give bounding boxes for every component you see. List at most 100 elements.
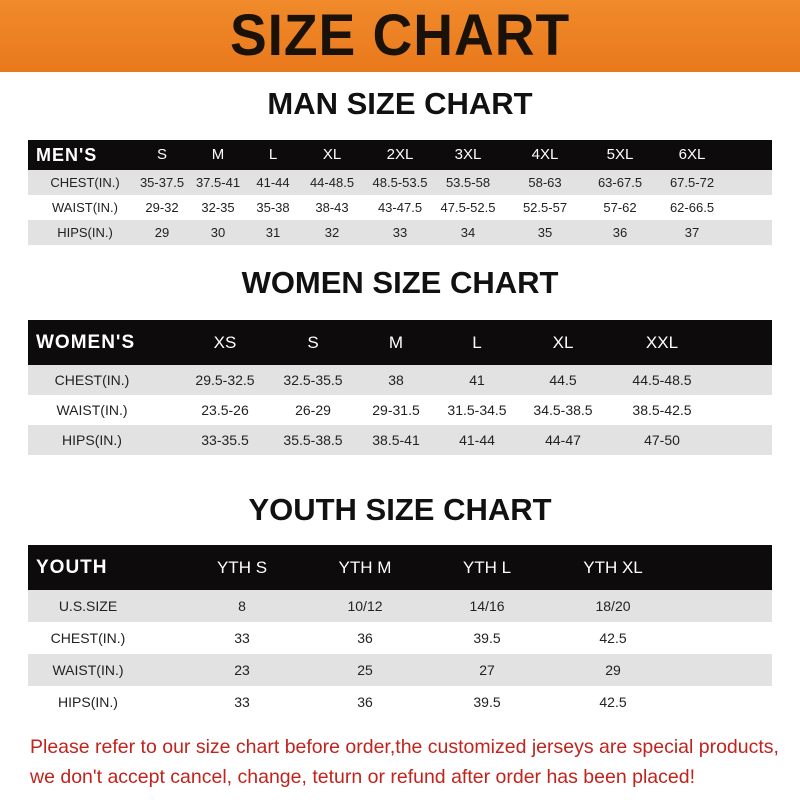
table-cell: 38-43: [315, 200, 349, 215]
table-cell: 32: [324, 225, 340, 240]
table-cell: 33: [234, 694, 250, 710]
table-cell: 37.5-41: [195, 175, 241, 190]
table-cell: 23.5-26: [201, 402, 249, 418]
row-label: CHEST(IN.): [54, 372, 130, 388]
banner-title: SIZE CHART: [229, 3, 571, 68]
table-header-row: MEN'S S M L XL 2XL 3XL 4XL 5XL 6XL: [28, 140, 772, 170]
row-label: WAIST(IN.): [56, 402, 128, 418]
table-cell: 25: [357, 662, 373, 678]
row-label: HIPS(IN.): [62, 432, 122, 448]
table-cell: 37: [684, 225, 700, 240]
table-cell: 67.5-72: [669, 175, 715, 190]
banner: SIZE CHART: [0, 0, 800, 72]
table-cell: 39.5: [473, 694, 501, 710]
table-cell: 29.5-32.5: [195, 372, 255, 388]
table-cell: 41-44: [256, 175, 290, 190]
table-cell: 36: [612, 225, 628, 240]
table-row: HIPS(IN.) 29 30 31 32 33 34 35 36 37: [28, 220, 772, 245]
size-column-header: M: [388, 333, 404, 352]
table-cell: 42.5: [599, 630, 627, 646]
table-cell: 34.5-38.5: [533, 402, 593, 418]
table-cell: 58-63: [528, 175, 562, 190]
table-row: HIPS(IN.) 33 36 39.5 42.5: [28, 686, 772, 718]
table-cell: 33-35.5: [201, 432, 249, 448]
table-cell: 44.5-48.5: [632, 372, 692, 388]
table-cell: 10/12: [347, 598, 383, 614]
table-cell: 57-62: [603, 200, 637, 215]
table-cell: 35-38: [256, 200, 290, 215]
table-header-row: YOUTH YTH S YTH M YTH L YTH XL: [28, 545, 772, 590]
table-cell: 31: [265, 225, 281, 240]
table-cell: 8: [238, 598, 246, 614]
table-row: WAIST(IN.) 23.5-26 26-29 29-31.5 31.5-34.5 34…: [28, 395, 772, 425]
table-cell: 42.5: [599, 694, 627, 710]
notice-line-2: we don't accept cancel, change, teturn o…: [30, 766, 695, 788]
table-cell: 38.5-41: [372, 432, 420, 448]
table-cell: 29-31.5: [372, 402, 420, 418]
table-cell: 38: [388, 372, 404, 388]
table-header-row: WOMEN'S XS S M L XL XXL: [28, 320, 772, 365]
youth-size-table: YOUTH YTH S YTH M YTH L YTH XL U.S.SIZE 8 10/12…: [28, 545, 772, 718]
size-column-header: 3XL: [454, 146, 482, 163]
row-label: WAIST(IN.): [52, 200, 118, 215]
table-cell: 44-47: [545, 432, 581, 448]
table-cell: 41-44: [459, 432, 495, 448]
youth-title: YOUTH SIZE CHART: [248, 492, 552, 527]
table-row: WAIST(IN.) 23 25 27 29: [28, 654, 772, 686]
table-cell: 31.5-34.5: [447, 402, 507, 418]
row-label: U.S.SIZE: [58, 598, 118, 614]
size-column-header: XL: [552, 333, 574, 352]
women-title: WOMEN SIZE CHART: [241, 265, 559, 300]
table-cell: 44.5: [549, 372, 577, 388]
table-cell: 44-48.5: [309, 175, 355, 190]
table-cell: 29: [154, 225, 170, 240]
table-cell: 48.5-53.5: [372, 175, 428, 190]
size-column-header: XXL: [645, 333, 679, 352]
size-column-header: 2XL: [386, 146, 414, 163]
row-label: CHEST(IN.): [50, 630, 126, 646]
table-row: U.S.SIZE 8 10/12 14/16 18/20: [28, 590, 772, 622]
table-cell: 35-37.5: [139, 175, 185, 190]
table-cell: 39.5: [473, 630, 501, 646]
table-cell: 47.5-52.5: [440, 200, 496, 215]
size-column-header: M: [211, 146, 225, 163]
table-cell: 63-67.5: [597, 175, 643, 190]
size-column-header: 6XL: [678, 146, 706, 163]
size-column-header: XL: [322, 146, 342, 163]
size-column-header: 4XL: [531, 146, 559, 163]
table-cell: 23: [234, 662, 250, 678]
table-cell: 62-66.5: [669, 200, 715, 215]
table-cell: 29-32: [145, 200, 179, 215]
table-cell: 26-29: [295, 402, 331, 418]
table-cell: 36: [357, 694, 373, 710]
table-cell: 14/16: [469, 598, 505, 614]
size-column-header: YTH L: [462, 558, 512, 577]
table-cell: 41: [469, 372, 485, 388]
table-row: WAIST(IN.) 29-32 32-35 35-38 38-43 43-47.5 47.…: [28, 195, 772, 220]
row-label: HIPS(IN.): [57, 225, 113, 240]
table-cell: 36: [357, 630, 373, 646]
notice-text: Please refer to our size chart before or…: [30, 732, 790, 792]
table-cell: 27: [479, 662, 495, 678]
table-category-label: MEN'S: [36, 145, 98, 165]
table-cell: 35.5-38.5: [283, 432, 343, 448]
men-size-table: MEN'S S M L XL 2XL 3XL 4XL 5XL 6XL CHEST(IN.) 35-37…: [28, 140, 772, 245]
table-cell: 33: [392, 225, 408, 240]
table-row: CHEST(IN.) 29.5-32.5 32.5-35.5 38 41 44.5 44.5…: [28, 365, 772, 395]
table-category-label: WOMEN'S: [36, 332, 136, 353]
table-cell: 38.5-42.5: [632, 402, 692, 418]
row-label: CHEST(IN.): [50, 175, 120, 190]
size-column-header: 5XL: [606, 146, 634, 163]
size-column-header: S: [307, 333, 319, 352]
table-cell: 18/20: [595, 598, 631, 614]
table-cell: 33: [234, 630, 250, 646]
table-row: CHEST(IN.) 33 36 39.5 42.5: [28, 622, 772, 654]
table-cell: 43-47.5: [377, 200, 423, 215]
size-column-header: XS: [213, 333, 237, 352]
size-column-header: YTH M: [338, 558, 392, 577]
table-cell: 35: [537, 225, 553, 240]
table-cell: 52.5-57: [522, 200, 568, 215]
row-label: HIPS(IN.): [58, 694, 118, 710]
table-row: HIPS(IN.) 33-35.5 35.5-38.5 38.5-41 41-44 44-…: [28, 425, 772, 455]
notice-line-1: Please refer to our size chart before or…: [30, 736, 779, 758]
